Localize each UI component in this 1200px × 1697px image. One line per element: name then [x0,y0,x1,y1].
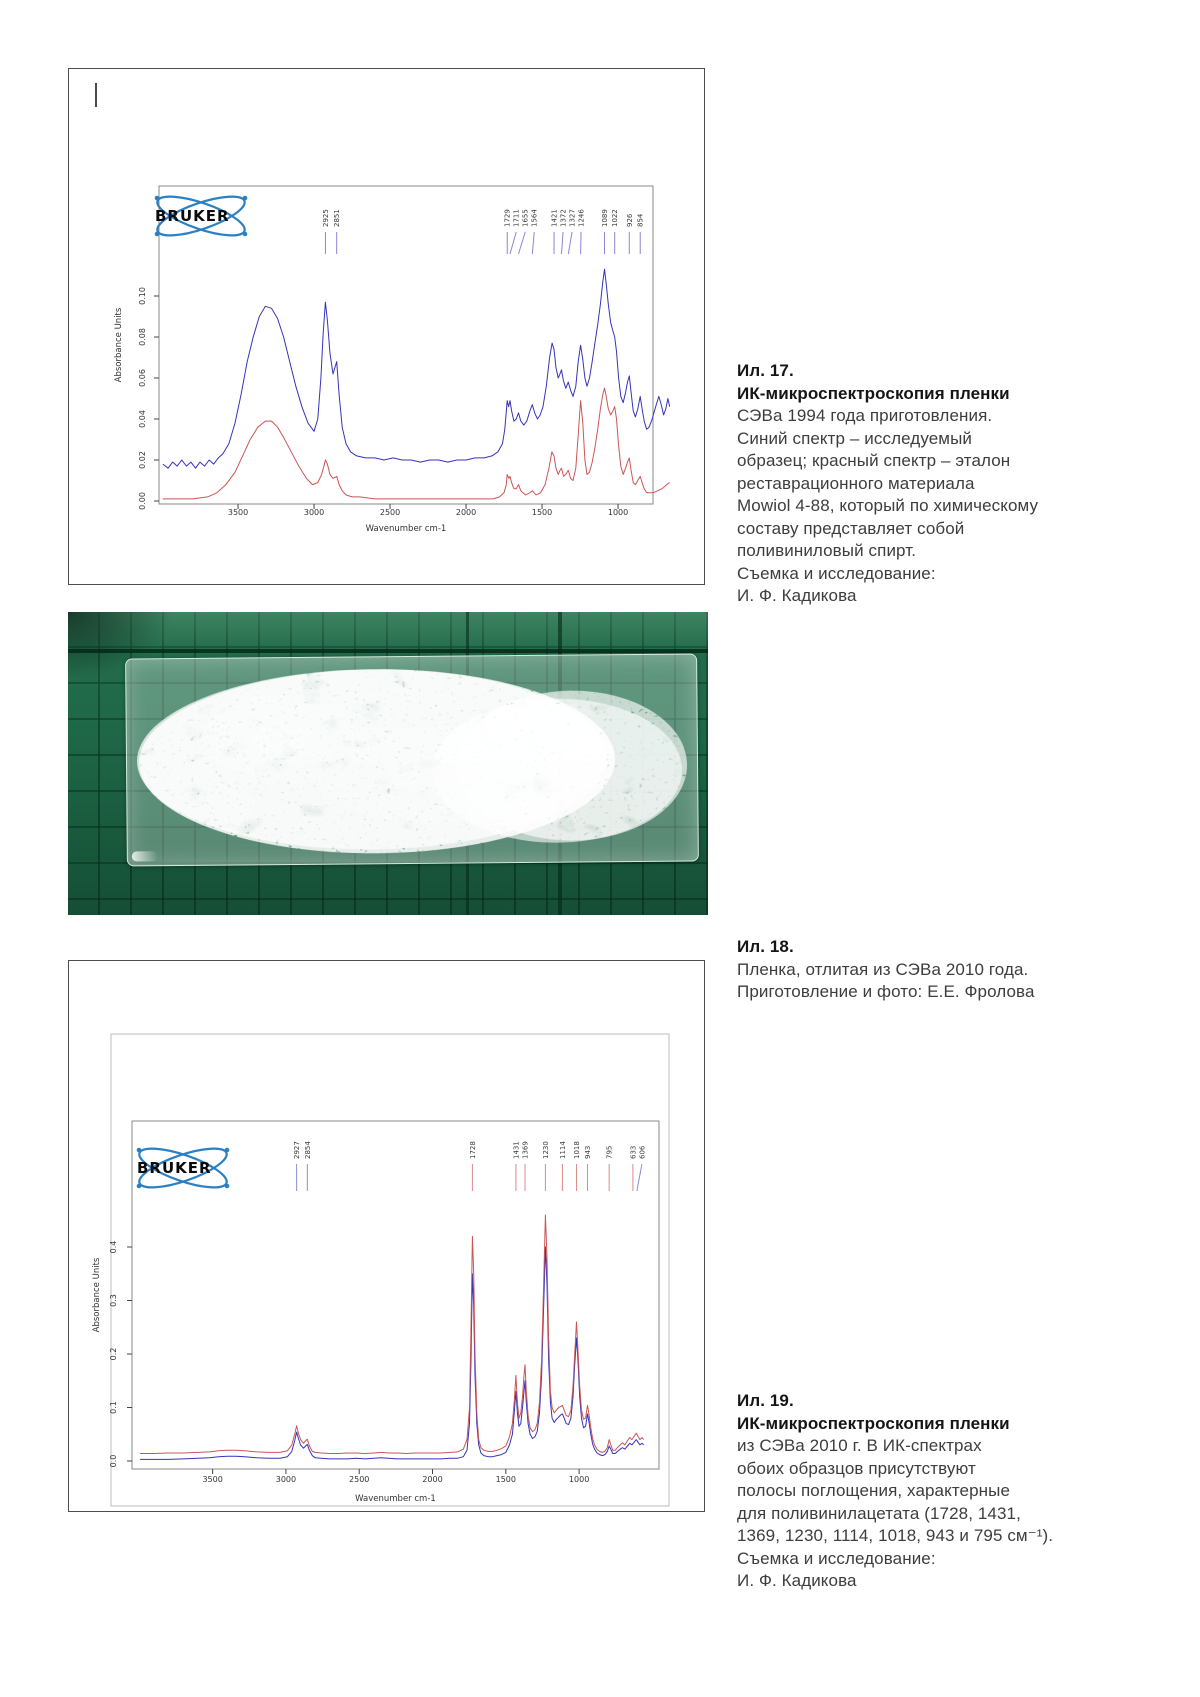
caption-line: поливиниловый спирт. [737,541,917,560]
svg-text:1327: 1327 [569,209,577,227]
svg-text:3000: 3000 [304,508,324,517]
caption-19-label: Ил. 19. [737,1391,794,1410]
svg-text:0.2: 0.2 [109,1348,118,1361]
svg-text:0.0: 0.0 [109,1455,118,1468]
figure-19-frame: BRUKER 0.0 0.1 0.2 0.3 0.4 3500 3000 2500 2000 150… [68,960,705,1512]
caption-line: Съемка и исследование: [737,1548,936,1568]
svg-text:3000: 3000 [276,1475,296,1484]
caption-line: реставрационного материала [737,473,975,493]
caption-line: составу представляет собой [737,518,965,538]
svg-text:926: 926 [626,213,634,227]
svg-text:0.04: 0.04 [138,410,147,428]
ir-spectrum-chart-1994: BRUKER 0.00 0.02 0.04 0.06 0.08 0.10 3500 3000 25… [114,185,671,534]
caption-line: полосы поглощения, характерные [737,1481,1010,1500]
ir-spectrum-chart-2010: BRUKER 0.0 0.1 0.2 0.3 0.4 3500 3000 2500 2000 150… [92,1033,670,1507]
caption-17-title: ИК-микроспектроскопия пленки [737,383,1010,403]
svg-text:0.3: 0.3 [109,1294,118,1307]
svg-text:943: 943 [584,1146,592,1159]
photo-fig-18 [68,612,708,915]
svg-text:0.00: 0.00 [138,492,147,510]
svg-text:633: 633 [629,1146,637,1159]
svg-text:3500: 3500 [228,508,248,517]
svg-text:1655: 1655 [522,209,530,227]
svg-text:1500: 1500 [496,1475,516,1484]
svg-text:2851: 2851 [333,209,341,227]
svg-text:1230: 1230 [542,1141,550,1159]
svg-text:BRUKER: BRUKER [137,1159,212,1177]
svg-text:1728: 1728 [469,1141,477,1159]
svg-text:1500: 1500 [532,508,552,517]
svg-text:1369: 1369 [522,1141,530,1159]
caption-line: Пленка, отлитая из СЭВа 2010 года. [737,959,1029,979]
caption-line: для поливинилацетата (1728, 1431, [737,1503,1021,1523]
svg-text:795: 795 [606,1146,614,1159]
caption-line: Синий спектр – исследуемый [737,428,972,448]
svg-text:1018: 1018 [573,1141,581,1159]
svg-text:0.02: 0.02 [138,451,147,469]
svg-text:1000: 1000 [569,1475,589,1484]
svg-text:0.06: 0.06 [138,369,147,387]
svg-text:3500: 3500 [202,1475,222,1484]
svg-text:0.4: 0.4 [109,1241,118,1254]
caption-18-label: Ил. 18. [737,937,794,956]
svg-text:1246: 1246 [578,209,586,227]
caption-17-label: Ил. 17. [737,361,794,380]
caption-line: образец; красный спектр – эталон [737,451,1011,470]
svg-text:2925: 2925 [322,209,330,227]
glass-slide [125,653,699,867]
text-cursor-mark [95,83,97,107]
svg-text:1711: 1711 [513,209,521,227]
svg-text:Wavenumber cm-1: Wavenumber cm-1 [366,524,447,534]
svg-text:2854: 2854 [304,1141,312,1159]
svg-text:1729: 1729 [504,209,512,227]
film-speckle-texture [137,669,688,854]
svg-text:0.08: 0.08 [138,328,147,346]
svg-text:0.10: 0.10 [138,287,147,305]
svg-text:2500: 2500 [380,508,400,517]
caption-line: И. Ф. Кадикова [737,586,857,605]
caption-line: 1369, 1230, 1114, 1018, 943 и 795 см⁻¹). [737,1526,1054,1545]
cutting-mat-heavy-hline [68,649,708,653]
svg-text:Absorbance Units: Absorbance Units [92,1257,102,1332]
svg-text:1089: 1089 [601,209,609,227]
svg-text:2500: 2500 [349,1475,369,1484]
svg-text:2000: 2000 [456,508,476,517]
svg-text:854: 854 [637,213,645,227]
svg-text:1421: 1421 [551,209,559,227]
caption-line: СЭВа 1994 года приготовления. [737,406,993,425]
caption-19-title: ИК-микроспектроскопия пленки [737,1413,1010,1433]
svg-text:2927: 2927 [293,1141,301,1159]
svg-text:1022: 1022 [611,209,619,227]
caption-line: обоих образцов присутствуют [737,1458,976,1478]
caption-line: И. Ф. Кадикова [737,1571,857,1590]
svg-text:Wavenumber cm-1: Wavenumber cm-1 [355,1494,436,1504]
svg-text:1114: 1114 [559,1141,567,1159]
caption-line: Приготовление и фото: Е.Е. Фролова [737,982,1035,1001]
svg-text:1564: 1564 [531,209,539,227]
caption-fig-17: Ил. 17. ИК-микроспектроскопия пленки СЭВ… [737,360,1077,608]
svg-text:1000: 1000 [608,508,628,517]
caption-line: Съемка и исследование: [737,563,936,583]
svg-text:606: 606 [638,1145,646,1159]
caption-fig-18: Ил. 18. Пленка, отлитая из СЭВа 2010 год… [737,936,1077,1004]
caption-line: Mowiol 4-88, который по химическому [737,496,1039,515]
svg-text:BRUKER: BRUKER [155,207,230,225]
svg-text:1431: 1431 [512,1141,520,1159]
svg-text:0.1: 0.1 [109,1401,118,1414]
caption-fig-19: Ил. 19. ИК-микроспектроскопия пленки из … [737,1390,1077,1593]
figure-17-frame: BRUKER 0.00 0.02 0.04 0.06 0.08 0.10 3500 3000 25… [68,68,705,585]
caption-line: из СЭВа 2010 г. В ИК-спектрах [737,1436,982,1455]
svg-text:Absorbance Units: Absorbance Units [114,307,124,382]
svg-text:2000: 2000 [422,1475,442,1484]
svg-text:1372: 1372 [560,209,568,227]
slide-corner-glint [131,851,158,862]
